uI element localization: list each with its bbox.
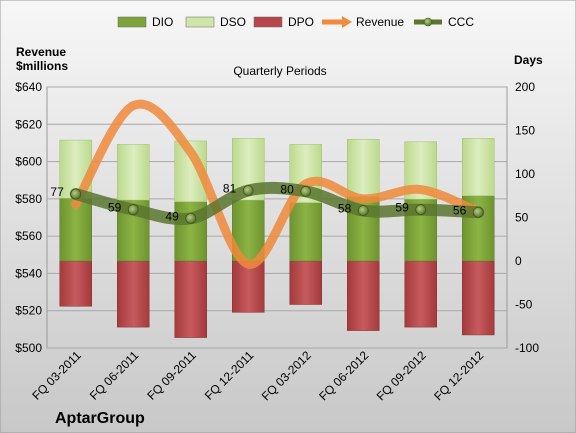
ccc-point <box>415 204 427 216</box>
right-tick-label: 0 <box>515 254 522 268</box>
dpo-bar <box>289 260 322 305</box>
dpo-bar <box>347 260 380 331</box>
dso-bar <box>347 138 380 197</box>
ccc-data-label: 80 <box>280 182 294 196</box>
ccc-labels: 77 59 49 81 80 58 59 56 <box>50 182 466 224</box>
legend-swatch <box>185 16 215 28</box>
company-name: AptarGroup <box>55 410 145 427</box>
dpo-bar <box>117 260 150 328</box>
right-tick-label: 50 <box>515 211 529 225</box>
left-tick-label: $640 <box>15 80 42 94</box>
legend-swatch-marker <box>423 17 433 27</box>
ccc-line <box>69 181 485 226</box>
dso-bar <box>462 138 495 196</box>
dso-bar <box>117 144 150 201</box>
ccc-point <box>127 204 139 216</box>
left-tick-label: $580 <box>15 192 42 206</box>
right-tick-label: -100 <box>515 341 539 355</box>
ccc-point <box>357 205 369 216</box>
dpo-bar <box>59 260 92 307</box>
ccc-point <box>70 188 82 200</box>
legend-swatch <box>253 16 283 28</box>
right-axis: -100 -50 0 50 100 150 200 <box>515 80 539 355</box>
legend-label: DIO <box>152 15 173 29</box>
dpo-bar <box>232 260 265 313</box>
left-tick-label: $620 <box>15 117 42 131</box>
legend-label: Revenue <box>356 15 404 29</box>
ccc-point <box>472 206 484 218</box>
dio-bar <box>289 202 322 262</box>
ccc-point <box>300 185 312 197</box>
left-axis-label-line2: $millions <box>16 59 68 73</box>
legend-swatch <box>117 16 147 28</box>
revenue-series-line <box>71 99 483 269</box>
left-tick-label: $540 <box>15 266 42 280</box>
right-tick-label: 100 <box>515 167 535 181</box>
ccc-point <box>242 185 254 196</box>
dio-bar <box>174 201 207 262</box>
ccc-data-label: 56 <box>453 203 467 217</box>
ccc-data-label: 81 <box>223 182 237 196</box>
legend-label: DSO <box>220 15 246 29</box>
ccc-data-label: 59 <box>108 201 122 215</box>
left-tick-label: $520 <box>15 304 42 318</box>
left-tick-label: $560 <box>15 229 42 243</box>
dpo-bar <box>404 260 437 328</box>
ccc-data-label: 49 <box>165 209 179 223</box>
right-tick-label: 200 <box>515 80 535 94</box>
legend-label: CCC <box>448 15 474 29</box>
ccc-data-label: 77 <box>50 185 64 199</box>
ccc-series-line <box>69 181 485 226</box>
dpo-bar <box>462 260 495 336</box>
left-axis: $500 $520 $540 $560 $580 $600 $620 $640 <box>15 80 42 355</box>
ccc-point <box>185 212 197 224</box>
ccc-data-label: 58 <box>338 202 352 216</box>
left-tick-label: $600 <box>15 155 42 169</box>
ccc-data-label: 59 <box>395 201 409 215</box>
right-tick-label: -50 <box>515 298 533 312</box>
legend-label: DPO <box>288 15 314 29</box>
legend: DIO DSO DPO Revenue CCC <box>117 15 474 29</box>
legend-swatch-arrowhead <box>342 16 352 28</box>
left-axis-label-line1: Revenue <box>16 45 66 59</box>
chart-title: Quarterly Periods <box>233 64 326 78</box>
left-tick-label: $500 <box>15 341 42 355</box>
right-axis-label: Days <box>514 53 543 67</box>
right-tick-label: 150 <box>515 124 535 138</box>
dpo-bar <box>174 260 207 338</box>
